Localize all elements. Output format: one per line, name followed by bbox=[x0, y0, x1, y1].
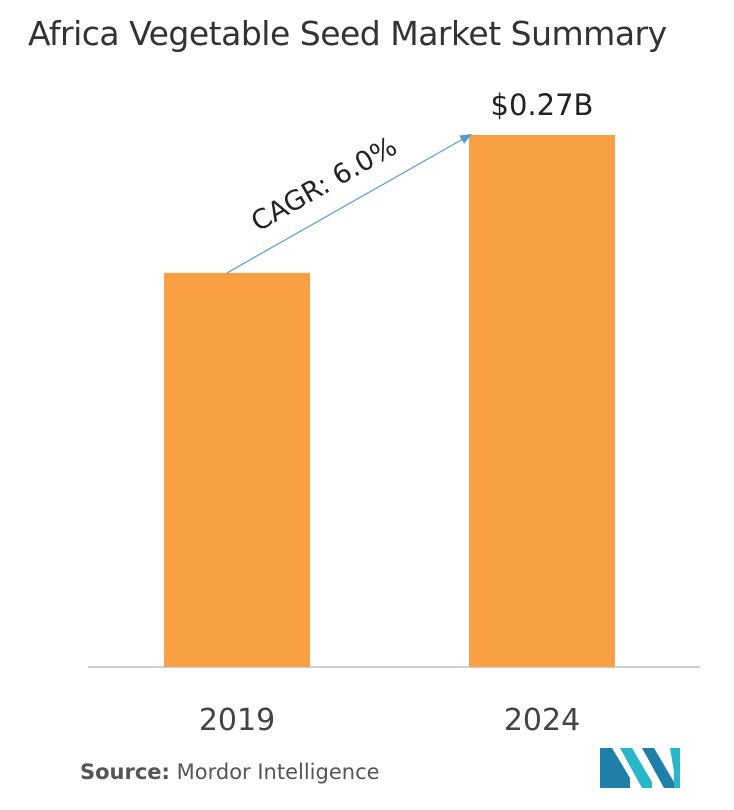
bar-chart: 2019 2024 $0.27B CAGR: 6.0% bbox=[88, 88, 700, 738]
x-tick-label-2019: 2019 bbox=[199, 703, 275, 738]
source-line: Source: Mordor Intelligence bbox=[80, 760, 380, 784]
source-label: Source: bbox=[80, 760, 170, 784]
cagr-arrow bbox=[226, 133, 473, 274]
chart-title: Africa Vegetable Seed Market Summary bbox=[28, 14, 667, 53]
mordor-logo-icon bbox=[600, 748, 680, 788]
bar-2019 bbox=[164, 272, 310, 667]
source-text: Mordor Intelligence bbox=[176, 760, 380, 784]
data-label-2024: $0.27B bbox=[491, 88, 594, 122]
cagr-label: CAGR: 6.0% bbox=[246, 131, 402, 238]
x-tick-label-2024: 2024 bbox=[504, 703, 580, 738]
bar-2024 bbox=[469, 135, 615, 667]
